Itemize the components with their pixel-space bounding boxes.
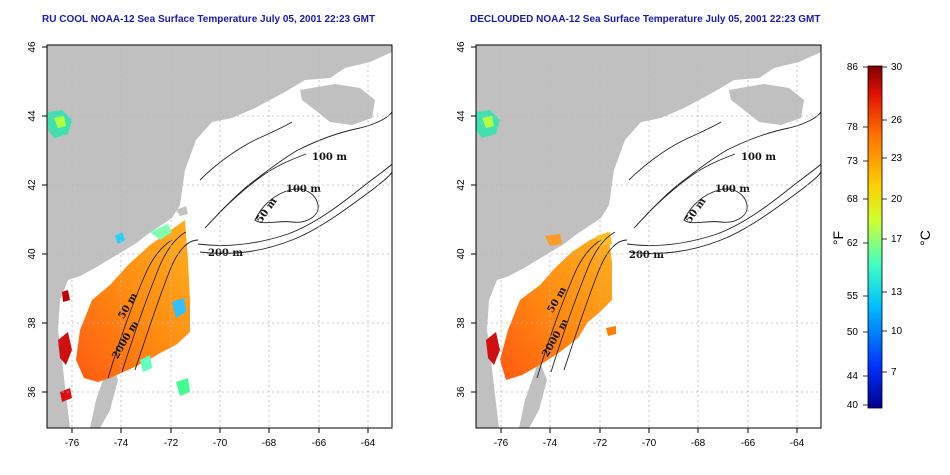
fahrenheit-unit-label: °F (830, 231, 846, 245)
x-tick-label: -66 (312, 438, 327, 449)
y-tick-label: 46 (456, 41, 467, 53)
contour-label: 100 m (286, 184, 321, 195)
contour-label: 200 m (629, 250, 664, 261)
x-tick-label: -72 (164, 438, 179, 449)
x-tick-label: -72 (593, 438, 608, 449)
fahrenheit-tick: 68 (847, 194, 859, 205)
grid-lines (476, 45, 821, 428)
map-panel-right: DECLOUDED NOAA-12 Sea Surface Temperatur… (456, 14, 822, 449)
x-tick-label: -70 (213, 438, 228, 449)
y-tick-label: 46 (27, 41, 38, 53)
fahrenheit-tick: 50 (847, 327, 859, 338)
grid-lines (47, 45, 392, 428)
x-tick-label: -64 (361, 438, 376, 449)
fahrenheit-tick: 62 (847, 238, 859, 249)
celsius-tick: 30 (891, 62, 903, 73)
map-panel-left: RU COOL NOAA-12 Sea Surface Temperature … (27, 14, 393, 449)
x-tick-label: -74 (543, 438, 558, 449)
contour-label: 100 m (715, 184, 750, 195)
contour-label: 100 m (312, 152, 347, 163)
y-tick-label: 38 (27, 317, 38, 329)
map-title: DECLOUDED NOAA-12 Sea Surface Temperatur… (470, 14, 821, 25)
fahrenheit-tick: 55 (847, 291, 859, 302)
fahrenheit-tick: 78 (847, 122, 859, 133)
color-gradient (867, 65, 883, 409)
fahrenheit-tick: 73 (847, 156, 859, 167)
sst-overlay (476, 110, 616, 380)
y-tick-label: 44 (456, 110, 467, 122)
contour-label: 200 m (208, 248, 243, 259)
y-tick-label: 42 (456, 179, 467, 191)
y-tick-label: 38 (456, 317, 467, 329)
x-tick-label: -70 (642, 438, 657, 449)
celsius-tick: 17 (891, 234, 903, 245)
sst-overlay (48, 110, 190, 402)
y-tick-label: 44 (27, 110, 38, 122)
x-axis: -76 -74 -72 -70 -68 -66 -64 (494, 428, 805, 449)
bathymetry-contours (536, 111, 822, 379)
celsius-tick: 7 (891, 367, 897, 378)
x-tick-label: -68 (691, 438, 706, 449)
x-tick-label: -74 (114, 438, 129, 449)
y-tick-label: 36 (27, 386, 38, 398)
y-axis: 36 38 40 42 44 46 (456, 41, 476, 398)
celsius-tick: 20 (891, 194, 903, 205)
x-tick-label: -76 (494, 438, 509, 449)
y-tick-label: 36 (456, 386, 467, 398)
y-tick-label: 40 (27, 248, 38, 260)
color-scale-bar: 86 78 73 68 62 55 50 44 40 30 26 23 20 1… (830, 62, 933, 411)
land-mass (476, 45, 821, 428)
y-axis: 36 38 40 42 44 46 (27, 41, 47, 398)
fahrenheit-tick: 44 (847, 371, 859, 382)
map-title: RU COOL NOAA-12 Sea Surface Temperature … (42, 14, 375, 25)
x-tick-label: -68 (262, 438, 277, 449)
celsius-tick: 26 (891, 115, 903, 126)
celsius-tick: 13 (891, 287, 903, 298)
x-tick-label: -66 (741, 438, 756, 449)
x-tick-label: -76 (65, 438, 80, 449)
y-tick-label: 42 (27, 179, 38, 191)
fahrenheit-tick: 86 (847, 62, 859, 73)
y-tick-label: 40 (456, 248, 467, 260)
celsius-tick: 23 (891, 153, 903, 164)
x-tick-label: -64 (790, 438, 805, 449)
x-axis: -76 -74 -72 -70 -68 -66 -64 (65, 428, 376, 449)
celsius-unit-label: °C (917, 230, 933, 246)
bathymetry-contours (107, 111, 393, 379)
celsius-tick: 10 (891, 326, 903, 337)
contour-label: 100 m (741, 152, 776, 163)
fahrenheit-tick: 40 (847, 400, 859, 411)
